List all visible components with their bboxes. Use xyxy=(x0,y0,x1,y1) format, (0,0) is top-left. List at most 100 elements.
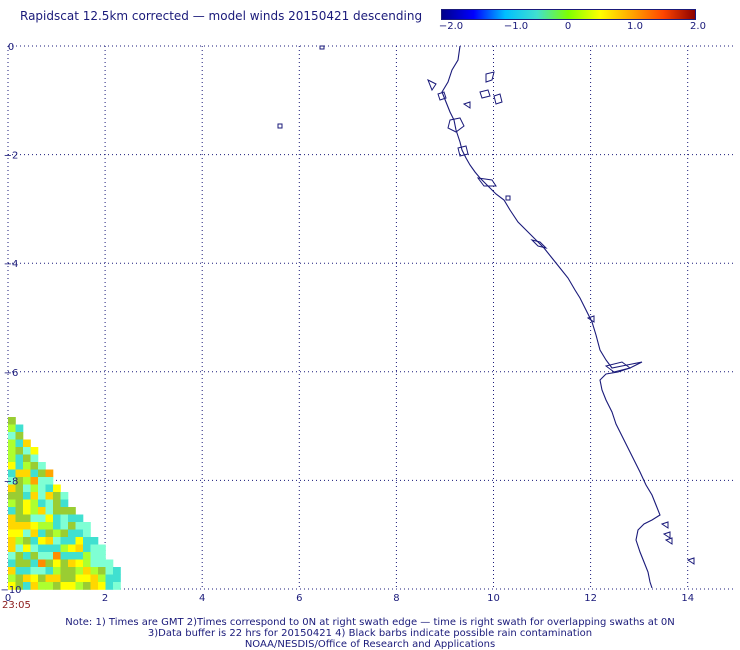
note-line: NOAA/NESDIS/Office of Research and Appli… xyxy=(244,639,496,650)
wind-cell xyxy=(45,522,54,530)
wind-cell xyxy=(15,552,24,560)
x-tick-label: 0 xyxy=(5,593,11,604)
x-tick-label: 4 xyxy=(199,593,205,604)
wind-cell xyxy=(45,469,54,478)
color-scale-label: −2.0 xyxy=(438,21,464,32)
wind-cell xyxy=(83,567,91,575)
wind-cell xyxy=(60,507,69,515)
wind-cell xyxy=(30,582,39,590)
wind-cell xyxy=(38,477,46,485)
wind-cell xyxy=(8,537,16,545)
y-tick-label: −4 xyxy=(4,259,19,270)
wind-cell xyxy=(68,559,76,568)
wind-cell xyxy=(75,552,84,560)
wind-cell xyxy=(68,507,76,515)
color-scale-label: 1.0 xyxy=(627,21,643,32)
wind-cell xyxy=(60,514,69,523)
wind-cell xyxy=(53,522,61,530)
wind-cell xyxy=(53,507,61,515)
wind-cell xyxy=(23,462,31,470)
wind-cell xyxy=(53,484,61,493)
wind-cell xyxy=(15,507,24,515)
wind-cell xyxy=(15,477,24,485)
wind-cell xyxy=(8,439,16,448)
wind-cell xyxy=(8,544,16,553)
wind-cell xyxy=(30,462,39,470)
wind-cell xyxy=(30,529,39,538)
wind-cell xyxy=(75,529,84,538)
x-tick-label: 10 xyxy=(487,593,500,604)
wind-swath xyxy=(8,417,121,590)
wind-cell xyxy=(38,529,46,538)
wind-cell xyxy=(45,499,54,508)
wind-cell xyxy=(38,522,46,530)
wind-cell xyxy=(15,559,24,568)
wind-cell xyxy=(60,582,69,590)
wind-cell xyxy=(23,552,31,560)
wind-cell xyxy=(23,492,31,500)
wind-cell xyxy=(113,582,121,590)
wind-cell xyxy=(45,574,54,583)
wind-cell xyxy=(68,574,76,583)
wind-cell xyxy=(15,439,24,448)
wind-cell xyxy=(38,567,46,575)
wind-cell xyxy=(68,537,76,545)
wind-cell xyxy=(23,514,31,523)
wind-cell xyxy=(8,559,16,568)
wind-cell xyxy=(90,574,99,583)
wind-cell xyxy=(30,469,39,478)
wind-cell xyxy=(60,544,69,553)
wind-cell xyxy=(45,529,54,538)
wind-cell xyxy=(105,567,114,575)
wind-cell xyxy=(45,492,54,500)
wind-cell xyxy=(83,574,91,583)
wind-cell xyxy=(53,529,61,538)
wind-cell xyxy=(38,544,46,553)
wind-cell xyxy=(113,574,121,583)
wind-cell xyxy=(15,499,24,508)
wind-cell xyxy=(15,454,24,463)
wind-cell xyxy=(23,507,31,515)
wind-cell xyxy=(53,574,61,583)
wind-cell xyxy=(38,492,46,500)
wind-cell xyxy=(105,559,114,568)
y-tick-label: −8 xyxy=(4,476,19,487)
wind-cell xyxy=(98,567,106,575)
wind-cell xyxy=(15,522,24,530)
wind-cell xyxy=(90,552,99,560)
wind-cell xyxy=(8,507,16,515)
color-scale-label: 0 xyxy=(564,21,572,32)
y-tick-label: −10 xyxy=(0,585,21,596)
wind-cell xyxy=(60,492,69,500)
wind-cell xyxy=(53,552,61,560)
wind-cell xyxy=(8,469,16,478)
wind-cell xyxy=(23,529,31,538)
wind-cell xyxy=(38,514,46,523)
coastline xyxy=(441,45,661,589)
wind-cell xyxy=(30,574,39,583)
map-title: Rapidscat 12.5km corrected — model winds… xyxy=(20,9,423,23)
wind-cell xyxy=(23,582,31,590)
color-scale-legend: −2.0 −1.0 0 1.0 2.0 xyxy=(438,9,706,34)
wind-cell xyxy=(45,544,54,553)
wind-cell xyxy=(60,559,69,568)
wind-cell xyxy=(83,529,91,538)
wind-cell xyxy=(45,507,54,515)
wind-cell xyxy=(53,537,61,545)
wind-cell xyxy=(98,582,106,590)
wind-cell xyxy=(68,567,76,575)
wind-cell xyxy=(8,462,16,470)
wind-cell xyxy=(105,574,114,583)
wind-cell xyxy=(15,574,24,583)
wind-cell xyxy=(60,574,69,583)
y-tick-label: −2 xyxy=(4,151,19,162)
wind-cell xyxy=(68,552,76,560)
wind-cell xyxy=(15,529,24,538)
wind-cell xyxy=(68,582,76,590)
wind-cell xyxy=(75,559,84,568)
wind-cell xyxy=(8,529,16,538)
wind-cell xyxy=(30,477,39,485)
wind-cell xyxy=(83,544,91,553)
wind-cell xyxy=(83,582,91,590)
wind-cell xyxy=(38,499,46,508)
